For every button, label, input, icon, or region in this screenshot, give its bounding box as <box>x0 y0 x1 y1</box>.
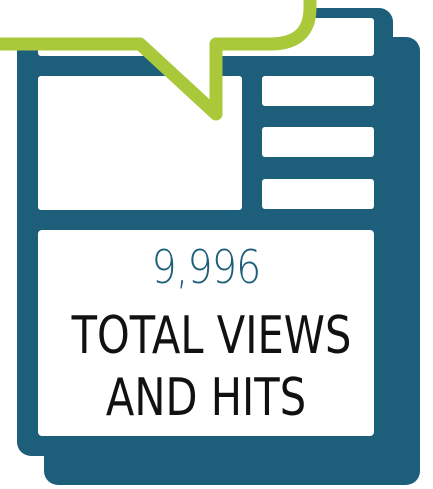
speech-bubble-icon <box>0 0 317 121</box>
stat-label-line-2: AND HITS <box>105 368 307 428</box>
image-panel <box>38 76 242 210</box>
text-line-2 <box>262 127 374 157</box>
text-line-3 <box>262 179 374 209</box>
stat-panel <box>38 230 374 436</box>
total-views-value: 9,996 <box>151 240 262 294</box>
stat-label-line-1: TOTAL VIEWS <box>71 306 352 366</box>
text-line-1 <box>262 76 374 106</box>
